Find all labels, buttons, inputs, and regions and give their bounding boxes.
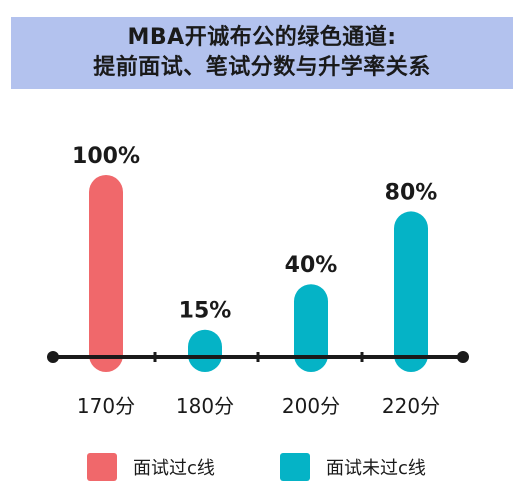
legend-item-not-passed: 面试未过c线: [280, 453, 426, 481]
legend-label-passed: 面试过c线: [133, 458, 215, 479]
bar-value-label-0: 100%: [72, 144, 140, 169]
chart-legend: 面试过c线 面试未过c线: [0, 453, 524, 483]
chart-title-line1: MBA开诚布公的绿色通道:: [127, 25, 397, 50]
legend-item-passed: 面试过c线: [87, 453, 215, 481]
x-tick-label-2: 200分: [282, 394, 340, 418]
bar-value-label-2: 40%: [285, 253, 338, 278]
chart-title-line2: 提前面试、笔试分数与升学率关系: [93, 55, 431, 80]
x-axis-start-dot: [47, 351, 59, 363]
legend-swatch-passed: [87, 453, 117, 481]
bar-1: [188, 329, 222, 372]
x-tick-label-3: 220分: [382, 394, 440, 418]
legend-swatch-not-passed: [280, 453, 310, 481]
chart-title-box: MBA开诚布公的绿色通道: 提前面试、笔试分数与升学率关系: [11, 17, 513, 89]
x-tick-label-1: 180分: [176, 394, 234, 418]
legend-label-not-passed: 面试未过c线: [326, 458, 426, 479]
x-axis-end-dot: [457, 351, 469, 363]
bar-0: [89, 175, 123, 372]
x-tick-label-0: 170分: [77, 394, 135, 418]
bar-value-label-1: 15%: [179, 299, 232, 324]
bar-value-label-3: 80%: [385, 180, 438, 205]
bar-2: [294, 284, 328, 372]
bar-3: [394, 211, 428, 372]
